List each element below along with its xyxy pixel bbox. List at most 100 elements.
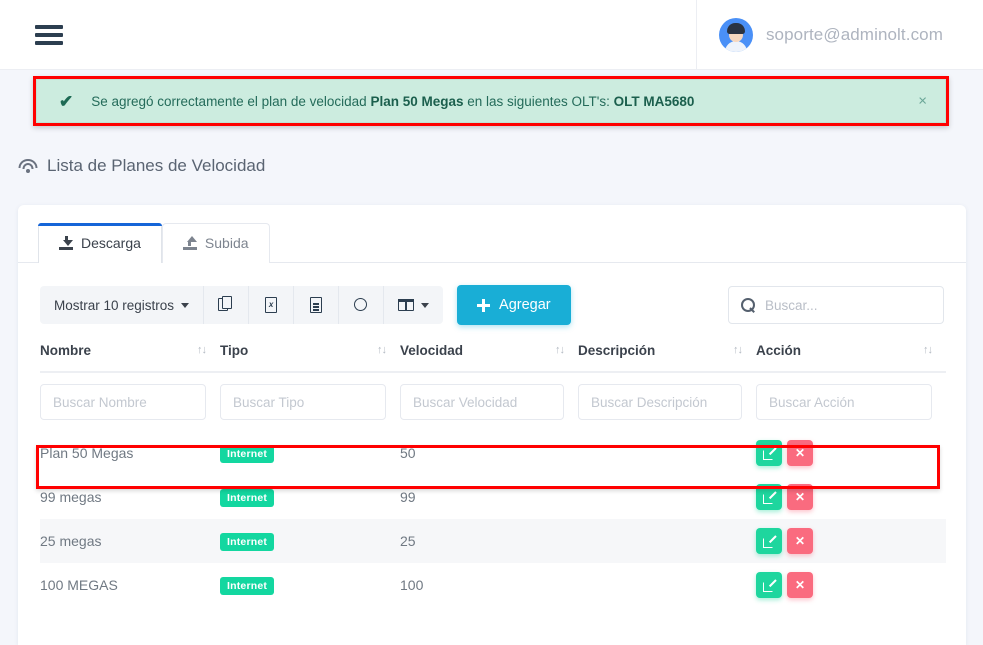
table-container: Nombre ↑↓ Tipo ↑↓ Velocidad ↑↓ Descripci…: [18, 343, 966, 607]
cell-velocidad: 50: [400, 445, 416, 461]
page-title-text: Lista de Planes de Velocidad: [47, 156, 266, 175]
excel-export-button[interactable]: x: [249, 286, 295, 324]
column-header-tipo[interactable]: Tipo ↑↓: [220, 343, 400, 373]
chevron-down-icon: [421, 302, 430, 308]
show-entries-label: Mostrar 10 registros: [54, 297, 175, 313]
pdf-file-icon: [308, 296, 324, 314]
sort-icon[interactable]: ↑↓: [197, 344, 207, 356]
cell-nombre: 99 megas: [40, 489, 102, 505]
delete-button[interactable]: ✕: [787, 528, 813, 554]
add-button[interactable]: Agregar: [457, 285, 571, 325]
column-header-velocidad[interactable]: Velocidad ↑↓: [400, 343, 578, 373]
header-label: Velocidad: [400, 343, 464, 358]
pencil-edit-icon: [762, 534, 777, 548]
search-box[interactable]: [728, 286, 944, 324]
alert-text-middle: en las siguientes OLT's:: [463, 93, 614, 109]
sort-icon[interactable]: ↑↓: [733, 344, 743, 356]
table-row[interactable]: 100 MEGAS Internet 100 ✕: [40, 563, 946, 607]
edit-button[interactable]: [756, 484, 782, 510]
filter-input-velocidad[interactable]: [400, 384, 564, 420]
delete-button[interactable]: ✕: [787, 484, 813, 510]
status-badge: Internet: [220, 444, 275, 463]
user-menu[interactable]: soporte@adminolt.com: [695, 0, 983, 70]
alert-close-button[interactable]: ×: [918, 92, 927, 110]
chevron-down-icon: [181, 302, 190, 308]
filter-input-accion[interactable]: [756, 384, 932, 420]
refresh-icon: [353, 296, 369, 314]
sort-icon[interactable]: ↑↓: [923, 344, 933, 356]
cell-accion: ✕: [756, 519, 946, 563]
toolbar-button-group: Mostrar 10 registros x: [40, 286, 444, 324]
columns-icon: [398, 296, 415, 314]
header-label: Acción: [756, 343, 802, 358]
hamburger-bar: [35, 24, 63, 29]
cell-descripcion: [578, 563, 756, 607]
columns-button[interactable]: [384, 286, 443, 324]
sort-icon[interactable]: ↑↓: [377, 344, 387, 356]
column-header-nombre[interactable]: Nombre ↑↓: [40, 343, 220, 373]
content-card: Descarga Subida Mostrar 10 registros x: [18, 205, 966, 645]
filter-input-descripcion[interactable]: [578, 384, 742, 420]
cell-velocidad: 99: [400, 489, 416, 505]
tab-subida[interactable]: Subida: [161, 223, 270, 263]
sort-icon[interactable]: ↑↓: [555, 344, 565, 356]
refresh-button[interactable]: [339, 286, 385, 324]
wifi-icon: [18, 158, 37, 174]
column-header-descripcion[interactable]: Descripción ↑↓: [578, 343, 756, 373]
delete-button[interactable]: ✕: [787, 572, 813, 598]
cell-tipo: Internet: [220, 519, 400, 563]
cell-nombre: 100 MEGAS: [40, 577, 118, 593]
excel-file-icon: x: [263, 296, 279, 314]
table-row[interactable]: 99 megas Internet 99 ✕: [40, 475, 946, 519]
cell-nombre: Plan 50 Megas: [40, 445, 134, 461]
alert-message: Se agregó correctamente el plan de veloc…: [91, 94, 694, 109]
avatar: [718, 18, 753, 52]
header-row: Nombre ↑↓ Tipo ↑↓ Velocidad ↑↓ Descripci…: [40, 343, 946, 373]
hamburger-bar: [35, 40, 63, 45]
edit-button[interactable]: [756, 440, 782, 466]
table-row[interactable]: Plan 50 Megas Internet 50 ✕: [40, 431, 946, 475]
header-label: Nombre: [40, 343, 92, 358]
tab-descarga-label: Descarga: [81, 235, 141, 251]
filter-input-nombre[interactable]: [40, 384, 206, 420]
pdf-export-button[interactable]: [294, 286, 340, 324]
cell-nombre: 25 megas: [40, 533, 102, 549]
hamburger-bar: [35, 32, 63, 37]
status-badge: Internet: [220, 532, 275, 551]
tab-descarga[interactable]: Descarga: [38, 223, 162, 263]
search-input[interactable]: [765, 297, 931, 313]
hamburger-icon[interactable]: [35, 24, 63, 45]
status-badge: Internet: [220, 576, 275, 595]
success-alert-highlight: ✔ Se agregó correctamente el plan de vel…: [33, 76, 949, 126]
user-email: soporte@adminolt.com: [765, 25, 943, 44]
column-filter-row: [40, 372, 946, 431]
alert-text-prefix: Se agregó correctamente el plan de veloc…: [91, 93, 371, 109]
cell-tipo: Internet: [220, 563, 400, 607]
delete-button[interactable]: ✕: [787, 440, 813, 466]
show-entries-dropdown[interactable]: Mostrar 10 registros: [40, 286, 205, 324]
header-label: Descripción: [578, 343, 656, 358]
copy-button[interactable]: [204, 286, 250, 324]
edit-button[interactable]: [756, 528, 782, 554]
upload-icon: [182, 236, 197, 250]
success-alert: ✔ Se agregó correctamente el plan de vel…: [36, 79, 946, 123]
table-row[interactable]: 25 megas Internet 25 ✕: [40, 519, 946, 563]
edit-button[interactable]: [756, 572, 782, 598]
table-head: Nombre ↑↓ Tipo ↑↓ Velocidad ↑↓ Descripci…: [40, 343, 946, 431]
cell-descripcion: [578, 475, 756, 519]
search-icon: [741, 298, 755, 312]
cell-descripcion: [578, 431, 756, 475]
pencil-edit-icon: [762, 490, 777, 504]
top-bar: soporte@adminolt.com: [0, 0, 983, 70]
copy-icon: [218, 296, 234, 314]
pencil-edit-icon: [762, 446, 777, 460]
cell-accion: ✕: [756, 563, 946, 607]
cell-accion: ✕: [756, 475, 946, 519]
alert-plan-name: Plan 50 Megas: [370, 93, 464, 109]
cell-descripcion: [578, 519, 756, 563]
check-icon: ✔: [59, 91, 74, 111]
status-badge: Internet: [220, 488, 275, 507]
filter-input-tipo[interactable]: [220, 384, 386, 420]
pencil-edit-icon: [762, 578, 777, 592]
column-header-accion[interactable]: Acción ↑↓: [756, 343, 946, 373]
